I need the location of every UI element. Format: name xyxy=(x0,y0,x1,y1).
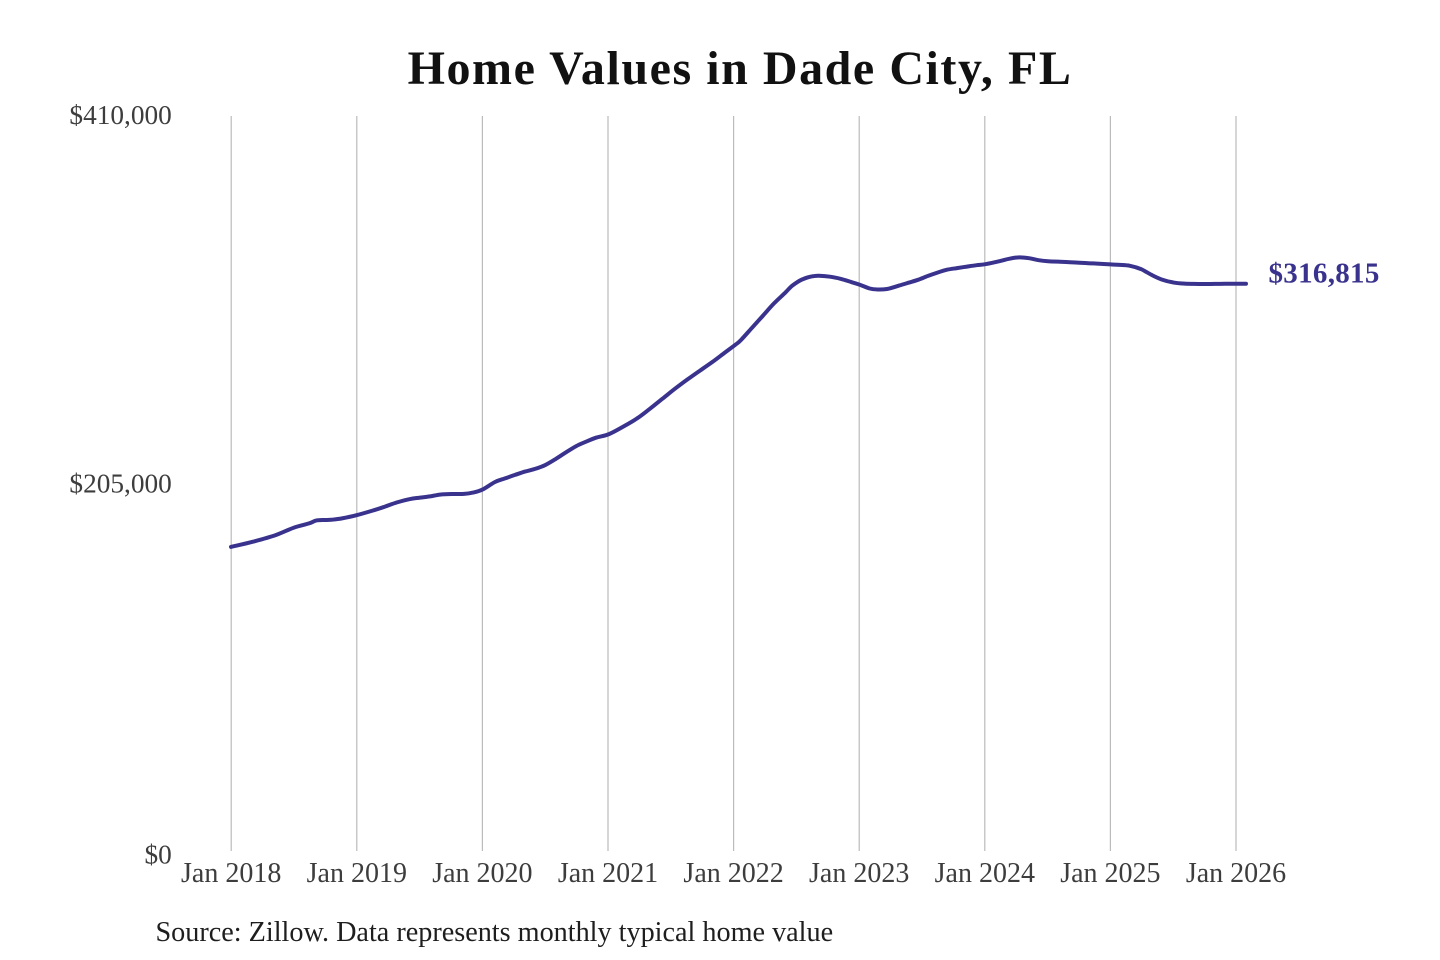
svg-text:Home Values in Dade City, FL: Home Values in Dade City, FL xyxy=(408,42,1073,95)
svg-text:Jan 2020: Jan 2020 xyxy=(432,858,532,889)
svg-text:Jan 2025: Jan 2025 xyxy=(1060,858,1160,889)
svg-text:$316,815: $316,815 xyxy=(1269,258,1380,290)
svg-text:$0: $0 xyxy=(145,840,172,870)
svg-text:Jan 2026: Jan 2026 xyxy=(1186,858,1286,889)
svg-text:Jan 2018: Jan 2018 xyxy=(181,858,281,889)
svg-text:Source: Zillow. Data represent: Source: Zillow. Data represents monthly … xyxy=(156,917,834,948)
svg-text:$205,000: $205,000 xyxy=(69,468,171,498)
svg-text:Jan 2019: Jan 2019 xyxy=(307,858,407,889)
svg-text:Jan 2023: Jan 2023 xyxy=(809,858,909,889)
svg-text:Jan 2021: Jan 2021 xyxy=(558,858,658,889)
svg-text:$410,000: $410,000 xyxy=(69,100,171,130)
svg-text:Jan 2024: Jan 2024 xyxy=(935,858,1035,889)
svg-text:Jan 2022: Jan 2022 xyxy=(683,858,783,889)
